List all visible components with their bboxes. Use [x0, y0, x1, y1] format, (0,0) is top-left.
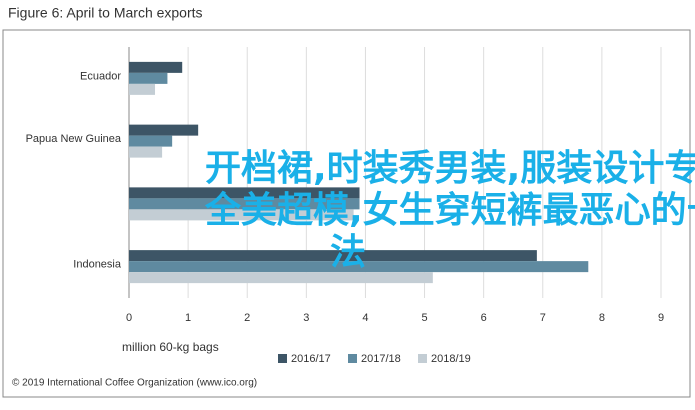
- legend-label: 2017/18: [361, 353, 401, 365]
- frame: [2, 29, 691, 398]
- overlay-text: 全美超模,女生穿短裤最恶心的十种穿: [204, 189, 695, 231]
- legend-swatch: [278, 354, 287, 363]
- bar: [129, 83, 156, 95]
- bar: [129, 209, 354, 221]
- bar: [129, 124, 199, 136]
- y-tick-label: Indonesia: [73, 259, 122, 271]
- x-tick-label: 0: [126, 312, 132, 324]
- x-tick-label: 1: [185, 312, 191, 324]
- x-tick-label: 6: [481, 312, 487, 324]
- bar: [129, 198, 360, 210]
- bar: [129, 72, 168, 84]
- overlay-text: 法: [330, 232, 366, 273]
- x-tick-label: 9: [658, 312, 664, 324]
- bar: [129, 146, 163, 158]
- bar: [129, 187, 360, 199]
- overlay-text: 开档裙,时装秀男装,服装设计专业,: [205, 148, 695, 189]
- legend-swatch: [418, 354, 427, 363]
- x-tick-label: 4: [362, 312, 368, 324]
- legend-label: 2016/17: [291, 353, 331, 365]
- bar: [129, 250, 537, 262]
- bar: [129, 61, 183, 73]
- x-tick-label: 8: [599, 312, 605, 324]
- x-tick-label: 5: [421, 312, 427, 324]
- legend-label: 2018/19: [431, 353, 471, 365]
- x-tick-label: 7: [540, 312, 546, 324]
- legend-swatch: [348, 354, 357, 363]
- y-tick-label: Ecuador: [80, 70, 121, 82]
- x-axis-label: million 60-kg bags: [122, 340, 219, 354]
- x-tick-label: 3: [303, 312, 309, 324]
- y-tick-label: Papua New Guinea: [26, 133, 122, 145]
- source: © 2019 International Coffee Organization…: [12, 378, 257, 389]
- bar: [129, 272, 433, 284]
- bar: [129, 135, 173, 147]
- chart-title: Figure 6: April to March exports: [8, 5, 203, 21]
- bar: [129, 261, 589, 273]
- x-tick-label: 2: [244, 312, 250, 324]
